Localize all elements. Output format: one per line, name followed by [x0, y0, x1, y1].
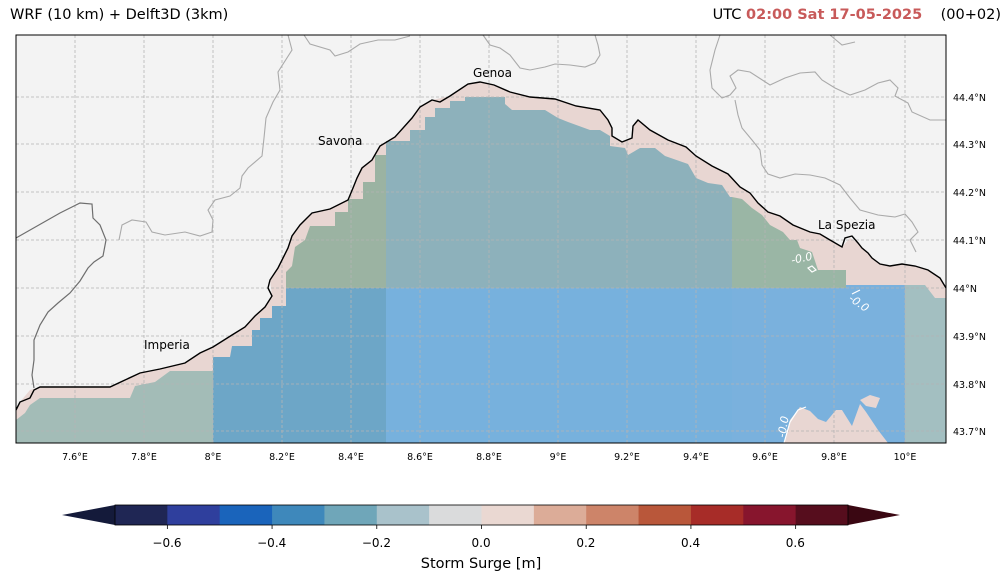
map-frame [15, 34, 947, 444]
colorbar-segment [272, 505, 325, 525]
surge-cell-south-east [732, 285, 905, 443]
colorbar-segments [115, 505, 849, 525]
lon-tick-label: 7.8°E [131, 452, 157, 463]
lat-tick-label: 43.9°N [953, 332, 986, 343]
lon-tick-label: 8.8°E [476, 452, 502, 463]
time-header: UTC 02:00 Sat 17-05-2025 (00+02) [713, 7, 1001, 23]
colorbar-extend-high [848, 505, 900, 525]
border-fragment-north [829, 34, 856, 46]
lat-tick-label: 43.7°N [953, 427, 986, 438]
emilia-border [709, 34, 946, 121]
colorbar-segment [115, 505, 168, 525]
colorbar-segment [690, 505, 744, 525]
lon-tick-label: 9.2°E [614, 452, 640, 463]
city-label-la-spezia: La Spezia [818, 218, 875, 232]
lat-tick-labels: 44.4°N 44.3°N 44.2°N 44.1°N 44°N 43.9°N … [953, 93, 986, 438]
map-panel [15, 34, 947, 444]
colorbar-segment [481, 505, 535, 525]
colorbar-segment [638, 505, 692, 525]
lat-tick-label: 44.1°N [953, 236, 986, 247]
colorbar-segment [795, 505, 849, 525]
colorbar-tick-labels: −0.6 −0.4 −0.2 0.0 0.2 0.4 0.6 [152, 536, 804, 550]
colorbar-extend-low [62, 505, 115, 525]
surge-cell-east [732, 197, 846, 288]
surge-cell-south [386, 288, 732, 443]
city-label-imperia: Imperia [144, 338, 190, 352]
colorbar-ticks [166, 525, 797, 529]
lat-tick-label: 43.8°N [953, 380, 986, 391]
colorbar-segment [586, 505, 640, 525]
coastline [15, 81, 947, 411]
surge-cells [16, 97, 946, 443]
colorbar-tick-label: 0.2 [576, 536, 595, 550]
lat-tick-label: 44.2°N [953, 188, 986, 199]
utc-prefix: UTC [712, 7, 742, 23]
map-grid [16, 35, 946, 443]
tuscany-border [734, 99, 919, 253]
lat-tick-label: 44.3°N [953, 140, 986, 151]
lon-tick-label: 8.2°E [269, 452, 295, 463]
city-labels: Genoa Savona La Spezia Imperia [144, 66, 875, 352]
lat-tick-label: 44°N [953, 284, 977, 295]
lon-tick-label: 9.4°E [683, 452, 709, 463]
colorbar-tick-label: 0.0 [472, 536, 491, 550]
piedmont-border [118, 34, 293, 241]
surge-cell-far-east [905, 285, 946, 443]
surge-cell-imperia [213, 288, 386, 443]
admin-borders [15, 34, 946, 389]
colorbar-tick-label: −0.2 [362, 536, 391, 550]
lon-tick-label: 9.8°E [821, 452, 847, 463]
colorbar-segment [324, 505, 378, 525]
colorbar: −0.6 −0.4 −0.2 0.0 0.2 0.4 0.6 Storm Sur… [62, 504, 900, 572]
colorbar-segment [219, 505, 273, 525]
city-label-savona: Savona [318, 134, 362, 148]
zero-contours [783, 265, 861, 444]
lat-tick-label: 44.4°N [953, 93, 986, 104]
colorbar-tick-label: 0.4 [681, 536, 700, 550]
lombardy-border [482, 34, 601, 71]
colorbar-label: Storm Surge [m] [421, 556, 541, 572]
contour-label: -0.0 [775, 415, 792, 438]
city-label-genoa: Genoa [473, 66, 512, 80]
colorbar-segment [533, 505, 587, 525]
lon-tick-label: 9.6°E [752, 452, 778, 463]
contour-line-south [783, 406, 807, 444]
lon-tick-label: 10°E [894, 452, 917, 463]
france-italy-border [15, 202, 107, 389]
utc-time: 02:00 Sat 17-05-2025 [746, 7, 923, 23]
contour-label: -0.0 [790, 250, 814, 267]
colorbar-segment [376, 505, 430, 525]
contour-ring [806, 265, 818, 273]
lon-tick-label: 9°E [550, 452, 567, 463]
lon-tick-label: 8.6°E [407, 452, 433, 463]
surge-cell-west [16, 371, 213, 443]
colorbar-tick-label: −0.4 [257, 536, 286, 550]
colorbar-segment [743, 505, 797, 525]
contour-line-east [851, 289, 861, 295]
surge-cell-savona [286, 155, 386, 288]
lon-tick-labels: 7.6°E 7.8°E 8°E 8.2°E 8.4°E 8.6°E 8.8°E … [62, 452, 916, 463]
lon-tick-label: 8°E [205, 452, 222, 463]
map-title: WRF (10 km) + Delft3D (3km) [10, 7, 229, 23]
colorbar-segment [429, 505, 482, 525]
colorbar-tick-label: −0.6 [152, 536, 181, 550]
surge-patch-islet [860, 395, 880, 408]
colorbar-tick-label: 0.6 [786, 536, 805, 550]
lon-tick-label: 8.4°E [338, 452, 364, 463]
colorbar-segment [167, 505, 221, 525]
forecast-step: (00+02) [940, 7, 1001, 23]
piedmont-border-north [303, 34, 411, 57]
lon-tick-label: 7.6°E [62, 452, 88, 463]
